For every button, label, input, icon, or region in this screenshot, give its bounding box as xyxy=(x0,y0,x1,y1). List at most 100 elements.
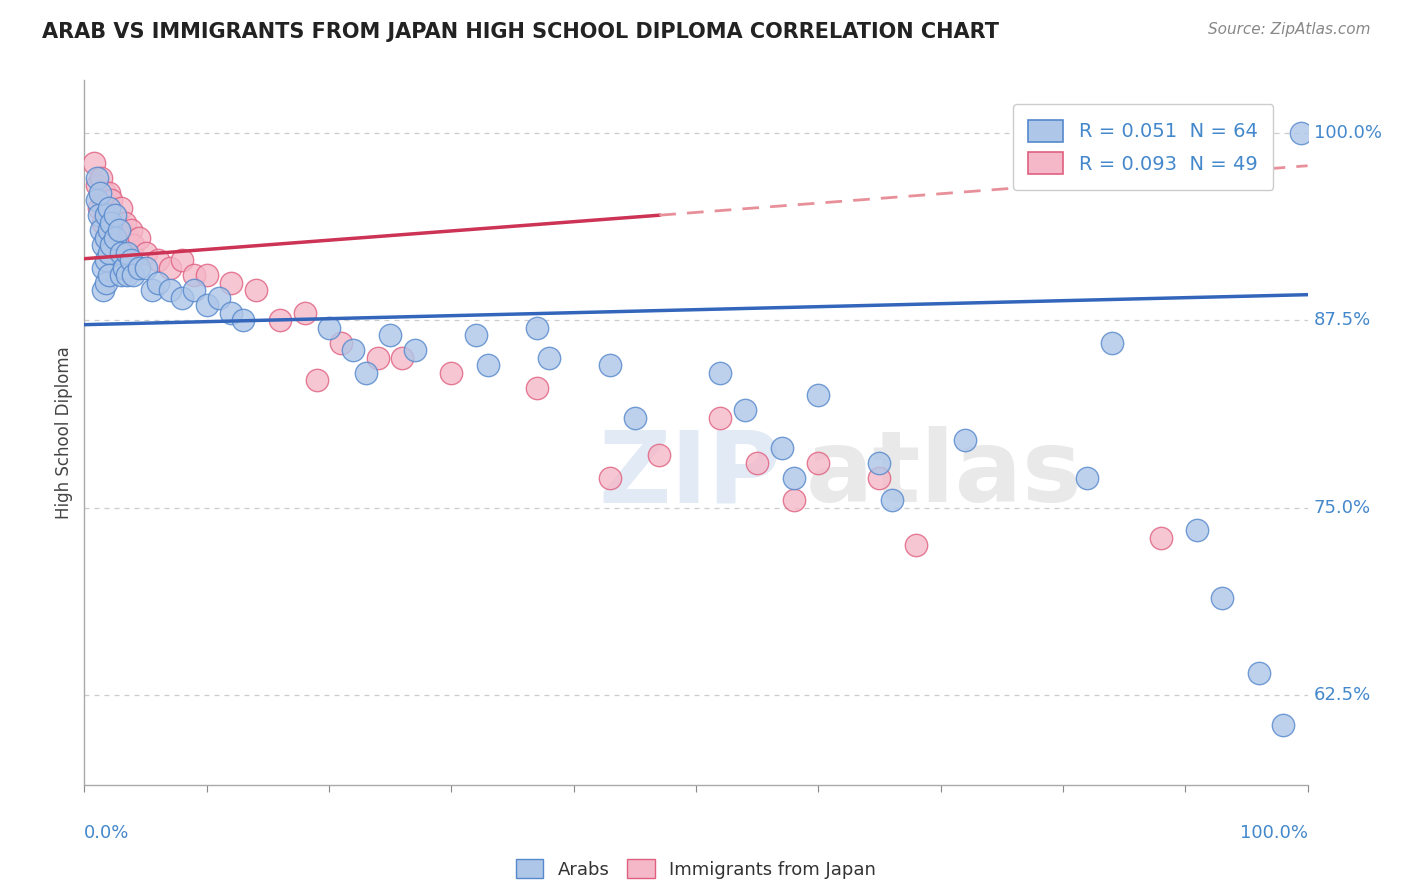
Point xyxy=(90,170,112,185)
Point xyxy=(183,268,205,283)
Point xyxy=(101,216,124,230)
Point xyxy=(953,433,976,447)
Point xyxy=(464,328,486,343)
Point xyxy=(709,410,731,425)
Point xyxy=(97,186,120,200)
Point xyxy=(87,208,110,222)
Point xyxy=(104,230,127,244)
Point xyxy=(380,328,402,343)
Point xyxy=(146,253,169,268)
Point xyxy=(91,283,114,297)
Point xyxy=(122,268,145,283)
Point xyxy=(807,388,830,402)
Point xyxy=(159,260,181,275)
Point xyxy=(869,470,891,484)
Point xyxy=(96,253,118,268)
Point xyxy=(94,186,117,200)
Point xyxy=(110,201,132,215)
Point xyxy=(97,245,120,260)
Point xyxy=(526,381,548,395)
Point xyxy=(318,320,340,334)
Point xyxy=(294,306,316,320)
Text: 87.5%: 87.5% xyxy=(1313,311,1371,329)
Point xyxy=(104,208,127,222)
Point xyxy=(100,193,122,207)
Point xyxy=(1150,531,1173,545)
Point xyxy=(1076,470,1098,484)
Point xyxy=(172,253,194,268)
Point xyxy=(440,366,463,380)
Point xyxy=(330,335,353,350)
Point xyxy=(96,208,118,222)
Point xyxy=(305,373,328,387)
Point xyxy=(880,493,903,508)
Text: ARAB VS IMMIGRANTS FROM JAPAN HIGH SCHOOL DIPLOMA CORRELATION CHART: ARAB VS IMMIGRANTS FROM JAPAN HIGH SCHOO… xyxy=(42,22,1000,42)
Point xyxy=(195,268,218,283)
Point xyxy=(96,276,118,290)
Point xyxy=(599,470,621,484)
Point xyxy=(869,456,891,470)
Point xyxy=(120,223,142,237)
Point xyxy=(1101,335,1123,350)
Point xyxy=(135,245,157,260)
Point xyxy=(83,155,105,169)
Point xyxy=(122,238,145,252)
Point xyxy=(354,366,377,380)
Point xyxy=(115,230,138,244)
Point xyxy=(110,245,132,260)
Point xyxy=(538,351,561,365)
Point xyxy=(783,470,806,484)
Point xyxy=(86,178,108,193)
Point xyxy=(97,208,120,222)
Point xyxy=(97,223,120,237)
Point xyxy=(807,456,830,470)
Point xyxy=(115,268,138,283)
Point xyxy=(97,201,120,215)
Point xyxy=(107,223,129,237)
Point xyxy=(86,170,108,185)
Point xyxy=(96,208,118,222)
Point xyxy=(747,456,769,470)
Point xyxy=(599,358,621,372)
Point xyxy=(120,253,142,268)
Point xyxy=(89,186,111,200)
Point xyxy=(87,201,110,215)
Point xyxy=(219,306,242,320)
Point xyxy=(734,403,756,417)
Point xyxy=(624,410,647,425)
Point xyxy=(97,268,120,283)
Point xyxy=(1187,523,1209,537)
Point xyxy=(245,283,267,297)
Point xyxy=(526,320,548,334)
Text: ZIP: ZIP xyxy=(598,426,780,524)
Point xyxy=(100,216,122,230)
Point xyxy=(770,441,793,455)
Point xyxy=(141,283,163,297)
Point xyxy=(91,216,114,230)
Point xyxy=(114,216,136,230)
Point xyxy=(219,276,242,290)
Point xyxy=(159,283,181,297)
Y-axis label: High School Diploma: High School Diploma xyxy=(55,346,73,519)
Point xyxy=(783,493,806,508)
Point xyxy=(100,238,122,252)
Point xyxy=(110,223,132,237)
Text: 100.0%: 100.0% xyxy=(1313,124,1382,142)
Point xyxy=(115,245,138,260)
Point xyxy=(1291,126,1313,140)
Point xyxy=(135,260,157,275)
Point xyxy=(1247,665,1270,680)
Point xyxy=(112,260,135,275)
Point xyxy=(367,351,389,365)
Point xyxy=(905,538,928,552)
Point xyxy=(391,351,413,365)
Point xyxy=(648,448,671,462)
Legend: Arabs, Immigrants from Japan: Arabs, Immigrants from Japan xyxy=(508,850,884,888)
Point xyxy=(91,260,114,275)
Text: 62.5%: 62.5% xyxy=(1313,686,1371,704)
Point xyxy=(91,193,114,207)
Point xyxy=(90,223,112,237)
Text: 0.0%: 0.0% xyxy=(84,823,129,842)
Point xyxy=(86,193,108,207)
Point xyxy=(208,291,231,305)
